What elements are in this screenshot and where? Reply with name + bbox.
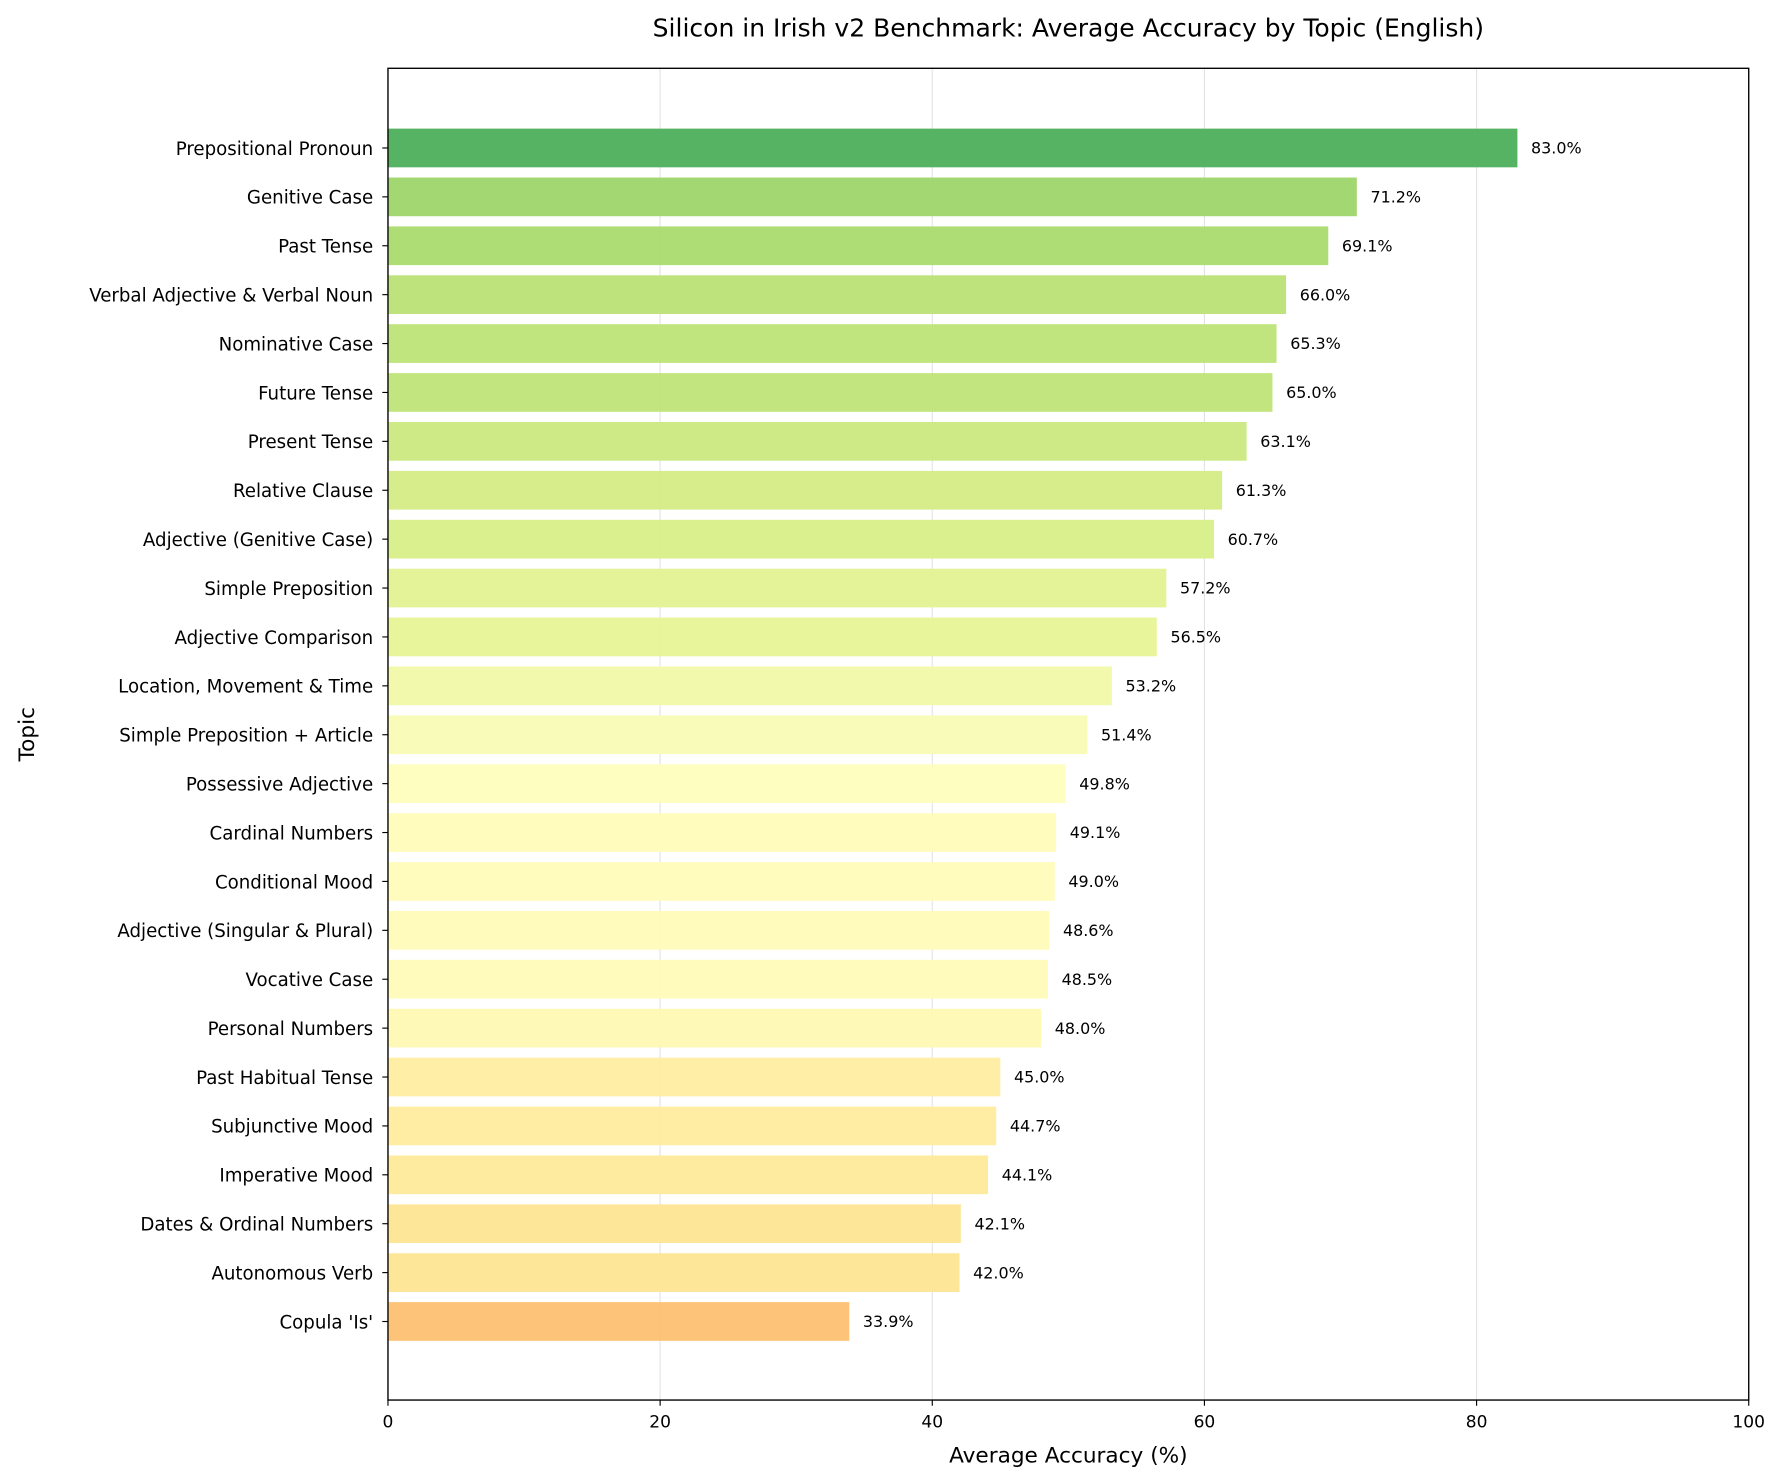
chart-title: Silicon in Irish v2 Benchmark: Average A… bbox=[653, 13, 1484, 42]
bar bbox=[387, 1057, 1001, 1097]
bar bbox=[387, 764, 1066, 803]
bar-value-label: 45.0% bbox=[1014, 1068, 1065, 1087]
bar-value-label: 69.1% bbox=[1342, 236, 1393, 255]
y-tick-label: Personal Numbers bbox=[208, 1019, 374, 1040]
bar bbox=[387, 470, 1223, 510]
y-tick-label: Location, Movement & Time bbox=[118, 677, 373, 698]
bar bbox=[387, 617, 1157, 657]
y-tick-label: Autonomous Verb bbox=[211, 1263, 373, 1284]
y-tick-label: Adjective Comparison bbox=[174, 628, 373, 649]
y-tick-label: Imperative Mood bbox=[219, 1166, 373, 1187]
bar-value-label: 56.5% bbox=[1170, 628, 1221, 647]
y-tick-label: Simple Preposition + Article bbox=[119, 726, 373, 747]
y-tick-label: Simple Preposition bbox=[204, 579, 373, 600]
bar-value-label: 49.0% bbox=[1068, 872, 1119, 891]
bar bbox=[387, 275, 1287, 315]
bar-value-label: 42.0% bbox=[973, 1263, 1024, 1282]
x-tick-label: 100 bbox=[1732, 1412, 1765, 1432]
bar-value-label: 44.1% bbox=[1002, 1166, 1053, 1185]
y-tick-label: Genitive Case bbox=[247, 188, 373, 209]
x-axis-label: Average Accuracy (%) bbox=[949, 1444, 1187, 1469]
bar-value-label: 53.2% bbox=[1126, 677, 1177, 696]
bar-value-label: 49.8% bbox=[1079, 774, 1130, 793]
bar-value-label: 33.9% bbox=[863, 1312, 914, 1331]
bar bbox=[387, 715, 1088, 755]
bar bbox=[387, 373, 1273, 412]
bar-value-label: 65.3% bbox=[1290, 334, 1341, 353]
bar bbox=[387, 422, 1247, 461]
bar bbox=[387, 128, 1518, 168]
y-axis-label: Topic bbox=[15, 707, 40, 762]
bar-value-label: 48.6% bbox=[1063, 921, 1114, 940]
x-tick-label: 40 bbox=[921, 1412, 943, 1432]
y-tick-label: Vocative Case bbox=[245, 970, 373, 991]
bar bbox=[387, 226, 1329, 266]
y-tick-label: Relative Clause bbox=[233, 481, 373, 502]
y-tick-label: Past Tense bbox=[278, 237, 373, 258]
bar-value-label: 51.4% bbox=[1101, 725, 1152, 744]
bar bbox=[387, 1302, 850, 1341]
bar bbox=[387, 177, 1357, 217]
x-tick-label: 20 bbox=[649, 1412, 671, 1432]
bar-value-label: 48.0% bbox=[1055, 1019, 1106, 1038]
bar-value-label: 66.0% bbox=[1300, 285, 1351, 304]
bar bbox=[387, 1155, 989, 1195]
x-tick-label: 80 bbox=[1466, 1412, 1488, 1432]
y-tick-label: Prepositional Pronoun bbox=[176, 139, 373, 160]
bar-value-label: 48.5% bbox=[1062, 970, 1113, 989]
bar bbox=[387, 1106, 997, 1146]
bar bbox=[387, 959, 1048, 999]
bar-value-label: 63.1% bbox=[1260, 432, 1311, 451]
bar bbox=[387, 568, 1167, 608]
bar-value-label: 71.2% bbox=[1370, 188, 1421, 207]
y-tick-label: Conditional Mood bbox=[215, 872, 373, 893]
y-tick-label: Present Tense bbox=[248, 432, 373, 453]
y-tick-label: Past Habitual Tense bbox=[196, 1068, 373, 1089]
bar-value-label: 57.2% bbox=[1180, 579, 1231, 598]
y-tick-label: Nominative Case bbox=[219, 334, 374, 355]
bar-value-label: 49.1% bbox=[1070, 823, 1121, 842]
bar-value-label: 42.1% bbox=[975, 1214, 1026, 1233]
y-tick-label: Verbal Adjective & Verbal Noun bbox=[89, 285, 373, 306]
bar bbox=[387, 862, 1055, 901]
bar bbox=[387, 1008, 1042, 1048]
bar bbox=[387, 324, 1277, 363]
y-tick-label: Adjective (Genitive Case) bbox=[143, 530, 373, 551]
bar bbox=[387, 1253, 960, 1292]
x-tick-label: 0 bbox=[383, 1412, 394, 1432]
bar-value-label: 44.7% bbox=[1010, 1117, 1061, 1136]
bar-value-label: 65.0% bbox=[1286, 383, 1337, 402]
x-tick-label: 60 bbox=[1194, 1412, 1216, 1432]
bar bbox=[387, 1204, 961, 1244]
bar-value-label: 60.7% bbox=[1228, 530, 1279, 549]
y-tick-label: Dates & Ordinal Numbers bbox=[140, 1215, 373, 1236]
y-tick-label: Cardinal Numbers bbox=[210, 823, 374, 844]
bar bbox=[387, 666, 1112, 706]
bar-value-label: 61.3% bbox=[1236, 481, 1287, 500]
y-tick-label: Adjective (Singular & Plural) bbox=[117, 921, 373, 942]
y-tick-label: Future Tense bbox=[258, 383, 373, 404]
bar-value-label: 83.0% bbox=[1531, 139, 1582, 158]
bar bbox=[387, 910, 1050, 950]
bar bbox=[387, 813, 1057, 852]
bar bbox=[387, 519, 1214, 559]
y-tick-label: Subjunctive Mood bbox=[211, 1117, 373, 1138]
y-tick-label: Copula 'Is' bbox=[279, 1312, 373, 1333]
y-tick-label: Possessive Adjective bbox=[186, 774, 373, 795]
